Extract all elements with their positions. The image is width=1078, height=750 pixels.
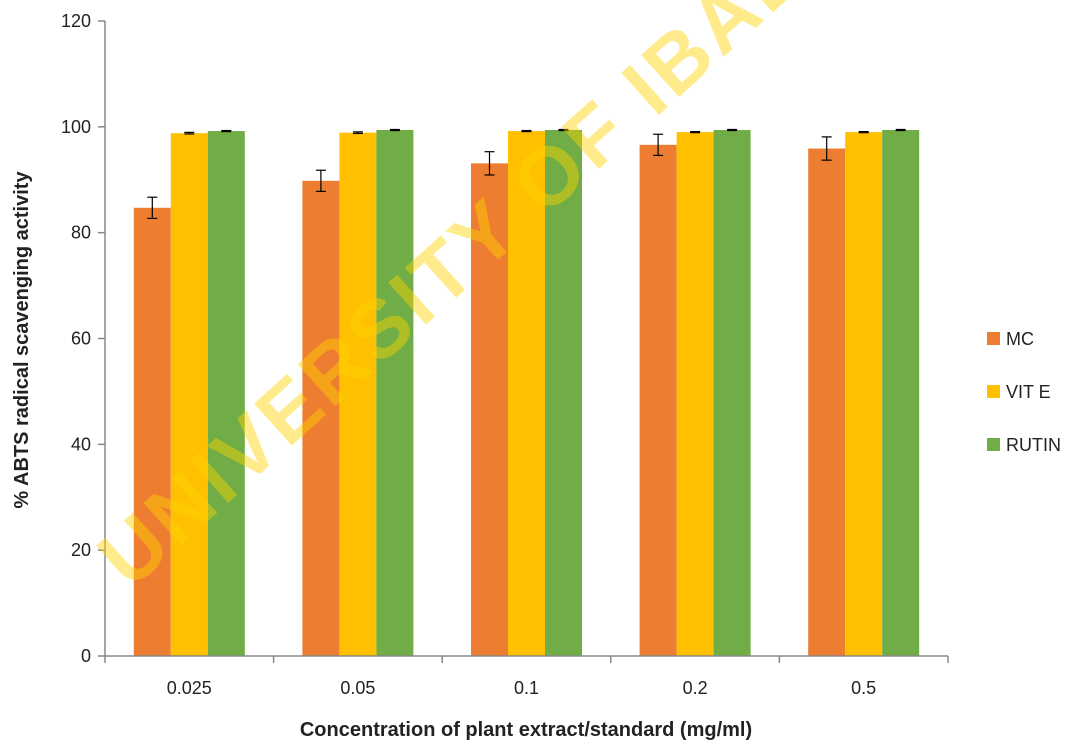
y-tick-label: 0 [81, 646, 91, 666]
y-tick-label: 20 [71, 540, 91, 560]
error-bars-layer [147, 128, 906, 219]
y-tick-label: 100 [61, 117, 91, 137]
x-tick-label: 0.2 [683, 678, 708, 698]
bar [882, 130, 920, 657]
x-tick-label: 0.025 [167, 678, 212, 698]
y-tick-label: 120 [61, 11, 91, 31]
x-tick-label: 0.5 [851, 678, 876, 698]
x-axis-title: Concentration of plant extract/standard … [300, 719, 752, 741]
legend-swatch [987, 438, 1000, 451]
bar [207, 131, 245, 657]
legend-swatch [987, 385, 1000, 398]
bar [639, 144, 677, 656]
bar [302, 180, 340, 656]
bar [545, 130, 582, 657]
bar [133, 207, 171, 656]
y-tick-label: 60 [71, 329, 91, 349]
bars-layer [133, 130, 920, 657]
bar [713, 130, 751, 657]
bar [676, 132, 714, 656]
y-tick-label: 40 [71, 434, 91, 454]
legend-label: VIT E [1006, 382, 1051, 402]
legend-swatch [987, 332, 1000, 345]
legend-label: MC [1006, 329, 1034, 349]
y-axis-title: % ABTS radical scavenging activity [11, 171, 33, 509]
bar [508, 131, 545, 657]
bar [845, 132, 883, 656]
legend: MC VIT E RUTIN [987, 329, 1061, 455]
bar [339, 132, 377, 656]
bar [376, 130, 414, 657]
x-tick-label: 0.05 [340, 678, 375, 698]
y-tick-label: 80 [71, 223, 91, 243]
legend-label: RUTIN [1006, 435, 1061, 455]
bar [808, 148, 846, 656]
x-tick-label: 0.1 [514, 678, 539, 698]
bar [170, 133, 208, 656]
y-ticks: 0 20 40 60 80 100 120 [61, 11, 105, 666]
bar [471, 163, 508, 657]
x-ticks: 0.025 0.05 0.1 0.2 0.5 [104, 656, 949, 698]
